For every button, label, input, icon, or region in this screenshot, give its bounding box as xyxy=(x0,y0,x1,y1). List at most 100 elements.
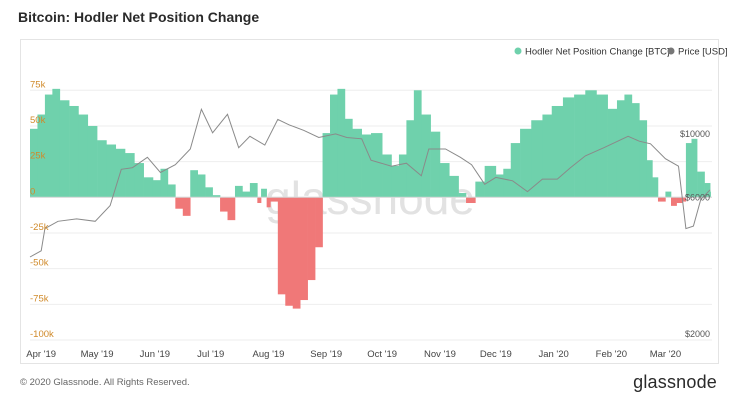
brand-logo: glassnode xyxy=(633,372,717,392)
bar-positive[interactable] xyxy=(197,174,206,198)
legend-marker[interactable] xyxy=(514,47,522,55)
bar-positive[interactable] xyxy=(398,154,407,198)
bar-positive[interactable] xyxy=(87,125,98,198)
bar-positive[interactable] xyxy=(430,131,441,198)
bar-negative[interactable] xyxy=(657,197,666,202)
bar-positive[interactable] xyxy=(551,105,564,198)
bar-negative[interactable] xyxy=(307,197,316,281)
bar-positive[interactable] xyxy=(413,90,422,198)
bar-positive[interactable] xyxy=(52,88,61,198)
bar-positive[interactable] xyxy=(607,108,618,198)
bar-positive[interactable] xyxy=(261,188,267,198)
bar-positive[interactable] xyxy=(97,140,107,198)
bar-negative[interactable] xyxy=(682,197,687,202)
x-axis-label: Sep '19 xyxy=(310,349,342,360)
bar-negative[interactable] xyxy=(285,197,294,306)
bar-positive[interactable] xyxy=(458,193,467,198)
bar-negative[interactable] xyxy=(182,197,191,216)
bar-positive[interactable] xyxy=(234,185,243,198)
bar-positive[interactable] xyxy=(242,191,251,198)
bar-positive[interactable] xyxy=(134,163,144,198)
bar-positive[interactable] xyxy=(616,100,625,198)
bar-negative[interactable] xyxy=(466,197,476,204)
bar-positive[interactable] xyxy=(639,120,648,198)
bar-positive[interactable] xyxy=(30,128,38,198)
bar-positive[interactable] xyxy=(503,168,512,198)
bar-positive[interactable] xyxy=(322,133,331,198)
bar-negative[interactable] xyxy=(227,197,236,221)
bar-positive[interactable] xyxy=(37,114,46,198)
bar-negative[interactable] xyxy=(270,197,279,202)
bar-positive[interactable] xyxy=(646,160,653,198)
bar-positive[interactable] xyxy=(391,165,400,198)
y-axis-label-left: 50k xyxy=(30,115,46,126)
bar-positive[interactable] xyxy=(439,163,450,198)
bar-positive[interactable] xyxy=(59,100,70,198)
bar-negative[interactable] xyxy=(175,197,184,209)
bar-negative[interactable] xyxy=(300,197,308,301)
bar-positive[interactable] xyxy=(495,174,504,198)
bar-positive[interactable] xyxy=(562,97,575,198)
bar-positive[interactable] xyxy=(249,183,258,198)
bar-positive[interactable] xyxy=(152,180,161,198)
legend-marker[interactable] xyxy=(667,47,675,55)
bar-positive[interactable] xyxy=(542,114,553,198)
bar-positive[interactable] xyxy=(710,191,711,198)
bar-positive[interactable] xyxy=(382,154,392,198)
bar-positive[interactable] xyxy=(510,143,521,198)
bar-positive[interactable] xyxy=(143,177,154,198)
bar-positive[interactable] xyxy=(371,133,383,198)
bar-positive[interactable] xyxy=(69,105,79,198)
bar-positive[interactable] xyxy=(685,143,692,198)
bar-positive[interactable] xyxy=(167,184,176,198)
bar-positive[interactable] xyxy=(160,168,169,198)
bar-positive[interactable] xyxy=(704,183,711,198)
bar-positive[interactable] xyxy=(665,191,672,198)
bar-negative[interactable] xyxy=(220,197,228,212)
bar-positive[interactable] xyxy=(421,114,431,198)
legend-label[interactable]: Hodler Net Position Change [BTC] xyxy=(525,47,670,58)
bar-negative[interactable] xyxy=(277,197,286,295)
bar-positive[interactable] xyxy=(652,177,659,198)
y-axis-label-left: 75k xyxy=(30,79,46,90)
bar-positive[interactable] xyxy=(631,103,640,198)
bar-negative[interactable] xyxy=(671,197,677,206)
bar-positive[interactable] xyxy=(520,128,532,198)
bar-positive[interactable] xyxy=(596,94,608,198)
bar-positive[interactable] xyxy=(585,90,597,198)
bar-positive[interactable] xyxy=(449,175,459,198)
bar-positive[interactable] xyxy=(190,170,199,198)
bar-negative[interactable] xyxy=(315,197,323,248)
bar-positive[interactable] xyxy=(475,181,485,198)
bar-negative[interactable] xyxy=(257,197,262,204)
bar-positive[interactable] xyxy=(337,88,346,198)
bar-positive[interactable] xyxy=(125,153,135,198)
bar-negative[interactable] xyxy=(292,197,301,309)
bar-positive[interactable] xyxy=(78,114,89,198)
bar-positive[interactable] xyxy=(406,120,415,198)
bar-positive[interactable] xyxy=(352,128,362,198)
price-line[interactable] xyxy=(29,107,711,258)
bar-positive[interactable] xyxy=(344,118,353,198)
y-axis-label-left: 0 xyxy=(30,186,35,197)
bar-negative[interactable] xyxy=(676,197,683,204)
x-axis-label: Dec '19 xyxy=(480,349,512,360)
y-axis-label-left: -25k xyxy=(30,222,49,233)
x-axis-label: Aug '19 xyxy=(253,349,285,360)
bar-positive[interactable] xyxy=(574,94,586,198)
bar-positive[interactable] xyxy=(205,187,213,198)
bar-positive[interactable] xyxy=(531,120,543,198)
legend-label[interactable]: Price [USD] xyxy=(678,47,728,58)
bar-positive[interactable] xyxy=(106,144,117,198)
bar-positive[interactable] xyxy=(361,134,372,198)
bar-positive[interactable] xyxy=(330,94,338,198)
bar-positive[interactable] xyxy=(624,94,633,198)
bar-positive[interactable] xyxy=(484,165,497,198)
bar-positive[interactable] xyxy=(44,94,53,198)
bar-positive[interactable] xyxy=(691,138,698,198)
bar-positive[interactable] xyxy=(212,195,221,198)
bar-positive[interactable] xyxy=(697,171,705,198)
bar-negative[interactable] xyxy=(266,197,271,208)
y-axis-label-left: -75k xyxy=(30,293,49,304)
